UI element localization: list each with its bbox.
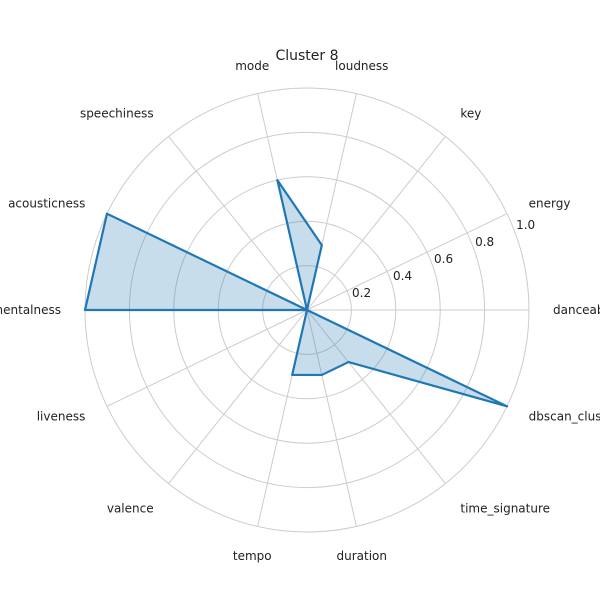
radar-series: [83, 179, 509, 408]
category-label-instrumentalness: instrumentalness: [0, 303, 61, 317]
category-label-tempo: tempo: [233, 549, 272, 563]
radial-tick-label: 1.0: [516, 218, 535, 232]
category-label-liveness: liveness: [37, 410, 86, 424]
series-fill: [85, 180, 508, 407]
category-label-danceability: danceability: [553, 303, 600, 317]
grid-spoke: [306, 309, 446, 484]
category-label-loudness: loudness: [335, 59, 388, 73]
category-label-speechiness: speechiness: [80, 107, 154, 121]
grid-spoke: [168, 309, 308, 484]
chart-title: Cluster 8: [275, 48, 338, 64]
category-label-key: key: [460, 107, 481, 121]
grid-spoke: [306, 136, 446, 311]
category-label-dbscan-cluster: dbscan_cluster: [529, 410, 600, 424]
category-labels: danceability energy key loudness mode speechi…: [0, 59, 600, 563]
category-label-duration: duration: [336, 549, 387, 563]
radial-tick-label: 0.4: [393, 269, 412, 283]
category-label-mode: mode: [235, 59, 269, 73]
category-label-acousticness: acousticness: [8, 196, 85, 210]
radial-tick-label: 0.6: [434, 252, 453, 266]
series-line: [83, 179, 509, 408]
category-label-energy: energy: [529, 196, 571, 210]
radial-tick-label: 0.2: [352, 286, 371, 300]
grid-spoke: [106, 309, 308, 407]
radial-tick-label: 0.8: [475, 235, 494, 249]
radial-tick-labels: 0.2 0.4 0.6 0.8 1.0: [352, 218, 535, 300]
grid-spoke: [306, 213, 508, 311]
grid-spoke: [306, 309, 357, 527]
grid-spoke: [168, 136, 308, 311]
category-label-valence: valence: [107, 501, 154, 515]
category-label-time-signature: time_signature: [460, 501, 550, 515]
